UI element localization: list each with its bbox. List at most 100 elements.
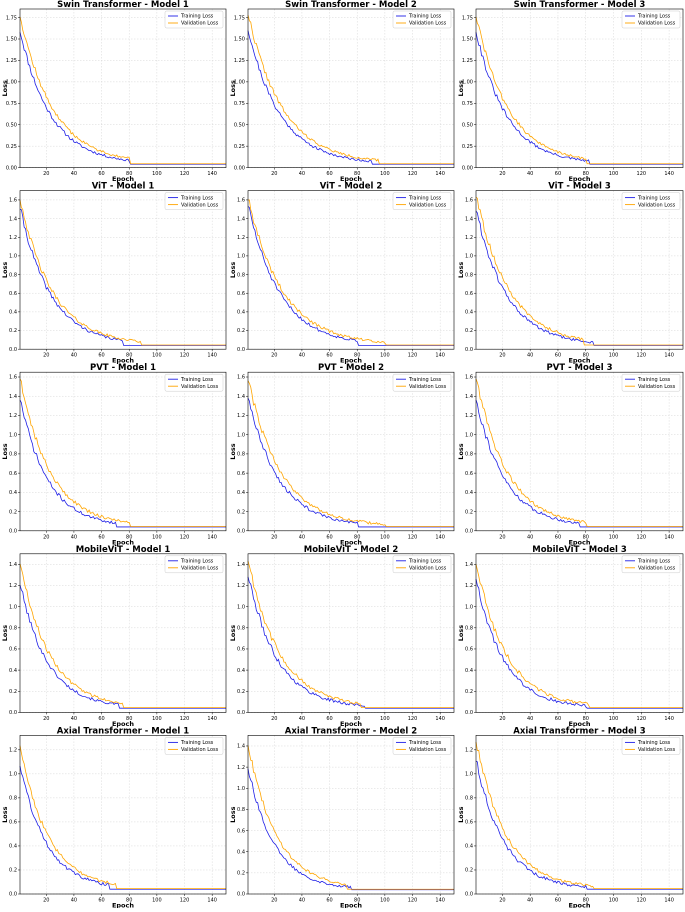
legend-label: Validation Loss: [638, 747, 676, 753]
y-tick-label: 0.75: [6, 101, 17, 107]
legend-label: Validation Loss: [181, 384, 219, 390]
validation-loss-line: [19, 199, 226, 346]
legend-label: Training Loss: [180, 377, 214, 383]
legend-label: Validation Loss: [181, 747, 219, 753]
y-tick-label: 0.2: [465, 689, 473, 695]
chart-panel: 20 40 60 80 100 120 140 0.00 0.25 0.50 0.75 1.00 1.2…: [457, 0, 684, 183]
legend-label: Training Loss: [637, 14, 671, 20]
y-tick-label: 1.75: [462, 15, 473, 21]
y-tick-label: 1.00: [234, 80, 245, 86]
y-tick-label: 0.8: [465, 452, 473, 458]
x-tick-label: 100: [152, 171, 162, 177]
plot-frame: [247, 371, 455, 532]
y-axis-label: Loss: [457, 262, 465, 278]
y-tick-label: 0.4: [9, 310, 17, 316]
validation-loss-line: [475, 196, 683, 346]
x-tick-label: 140: [664, 898, 674, 904]
chart-panel: 20 40 60 80 100 120 140 0.0 0.2 0.4 0.6 0.8 1.0 1.2 1.…: [1, 363, 227, 546]
y-tick-label: 1.4: [9, 216, 17, 222]
x-tick-label: 60: [98, 716, 104, 722]
legend-label: Training Loss: [637, 559, 671, 565]
y-tick-label: 1.2: [9, 748, 17, 754]
plot-frame: [475, 553, 684, 713]
x-tick-label: 120: [408, 898, 418, 904]
x-tick-label: 60: [98, 353, 104, 359]
y-tick-label: 0.6: [237, 471, 245, 477]
y-tick-label: 0.4: [9, 490, 17, 496]
y-axis-label: Loss: [1, 443, 9, 459]
y-axis-label: Loss: [1, 806, 9, 822]
plot-frame: [19, 190, 227, 350]
chart-title: Axial Transformer - Model 2: [285, 726, 417, 736]
validation-loss-line: [475, 741, 683, 889]
y-tick-label: 1.50: [462, 37, 473, 43]
chart-panel: 20 40 60 80 100 120 140 0.0 0.2 0.4 0.6 0.8 1.0 1.2 1.…: [457, 182, 684, 365]
training-loss-line: [19, 32, 226, 165]
validation-loss-line: [247, 199, 454, 346]
y-tick-label: 1.75: [6, 15, 17, 21]
x-tick-label: 120: [637, 898, 647, 904]
x-tick-label: 60: [98, 171, 104, 177]
y-tick-label: 1.6: [9, 198, 17, 204]
x-tick-label: 40: [71, 534, 77, 540]
y-tick-label: 1.2: [237, 583, 245, 589]
y-tick-label: 0.6: [237, 647, 245, 653]
y-tick-label: 0.0: [9, 710, 17, 716]
legend-label: Training Loss: [180, 559, 214, 565]
y-tick-label: 1.4: [237, 744, 245, 750]
x-axis-label: Epoch: [112, 538, 134, 546]
training-loss-line: [19, 584, 226, 709]
legend-label: Training Loss: [408, 740, 442, 746]
x-tick-label: 120: [637, 716, 647, 722]
legend-label: Validation Loss: [181, 202, 219, 208]
x-tick-label: 80: [583, 353, 589, 359]
x-tick-label: 120: [408, 716, 418, 722]
x-tick-label: 20: [271, 534, 277, 540]
x-tick-label: 120: [180, 171, 190, 177]
legend-label: Validation Loss: [409, 566, 447, 572]
y-tick-label: 0.0: [237, 347, 245, 353]
x-tick-label: 80: [126, 534, 132, 540]
y-tick-label: 1.2: [9, 235, 17, 241]
validation-loss-line: [19, 745, 226, 889]
y-tick-label: 1.4: [237, 562, 245, 568]
x-tick-label: 60: [98, 898, 104, 904]
legend-box: [621, 192, 681, 210]
x-tick-label: 40: [527, 534, 533, 540]
y-tick-label: 0.6: [237, 291, 245, 297]
x-tick-label: 40: [71, 716, 77, 722]
y-axis-label: Loss: [229, 625, 237, 641]
y-tick-label: 0.8: [237, 807, 245, 813]
y-tick-label: 0.0: [237, 892, 245, 898]
y-tick-label: 1.50: [6, 37, 17, 43]
training-loss-line: [247, 30, 454, 165]
legend-label: Validation Loss: [409, 747, 447, 753]
y-tick-label: 0.50: [6, 122, 17, 128]
y-tick-label: 0.25: [234, 144, 245, 150]
x-tick-label: 80: [583, 534, 589, 540]
y-tick-label: 1.0: [237, 432, 245, 438]
x-tick-label: 20: [499, 898, 505, 904]
x-axis-label: Epoch: [340, 720, 362, 728]
y-tick-label: 1.0: [465, 254, 473, 260]
y-axis-label: Loss: [457, 80, 465, 96]
legend-label: Validation Loss: [409, 21, 447, 27]
x-tick-label: 80: [126, 898, 132, 904]
chart-panel: 20 40 60 80 100 120 140 0.0 0.2 0.4 0.6 0.8 1.0 1.2 1.…: [229, 545, 455, 728]
y-tick-label: 0.8: [9, 272, 17, 278]
x-tick-label: 100: [609, 171, 619, 177]
x-tick-label: 20: [43, 716, 49, 722]
chart-panel: 20 40 60 80 100 120 140 0.0 0.2 0.4 0.6 0.8 1.0 1.2 Ax…: [457, 726, 684, 910]
training-loss-line: [247, 206, 454, 346]
y-tick-label: 0.8: [9, 452, 17, 458]
chart-title: Swin Transformer - Model 2: [285, 0, 417, 10]
y-tick-label: 1.0: [465, 772, 473, 778]
x-tick-label: 40: [299, 534, 305, 540]
x-tick-label: 40: [299, 171, 305, 177]
y-tick-label: 1.0: [9, 604, 17, 610]
y-tick-label: 0.0: [465, 892, 473, 898]
x-tick-label: 120: [408, 353, 418, 359]
y-tick-label: 1.4: [9, 562, 17, 568]
y-tick-label: 1.2: [237, 413, 245, 419]
x-tick-label: 120: [637, 353, 647, 359]
